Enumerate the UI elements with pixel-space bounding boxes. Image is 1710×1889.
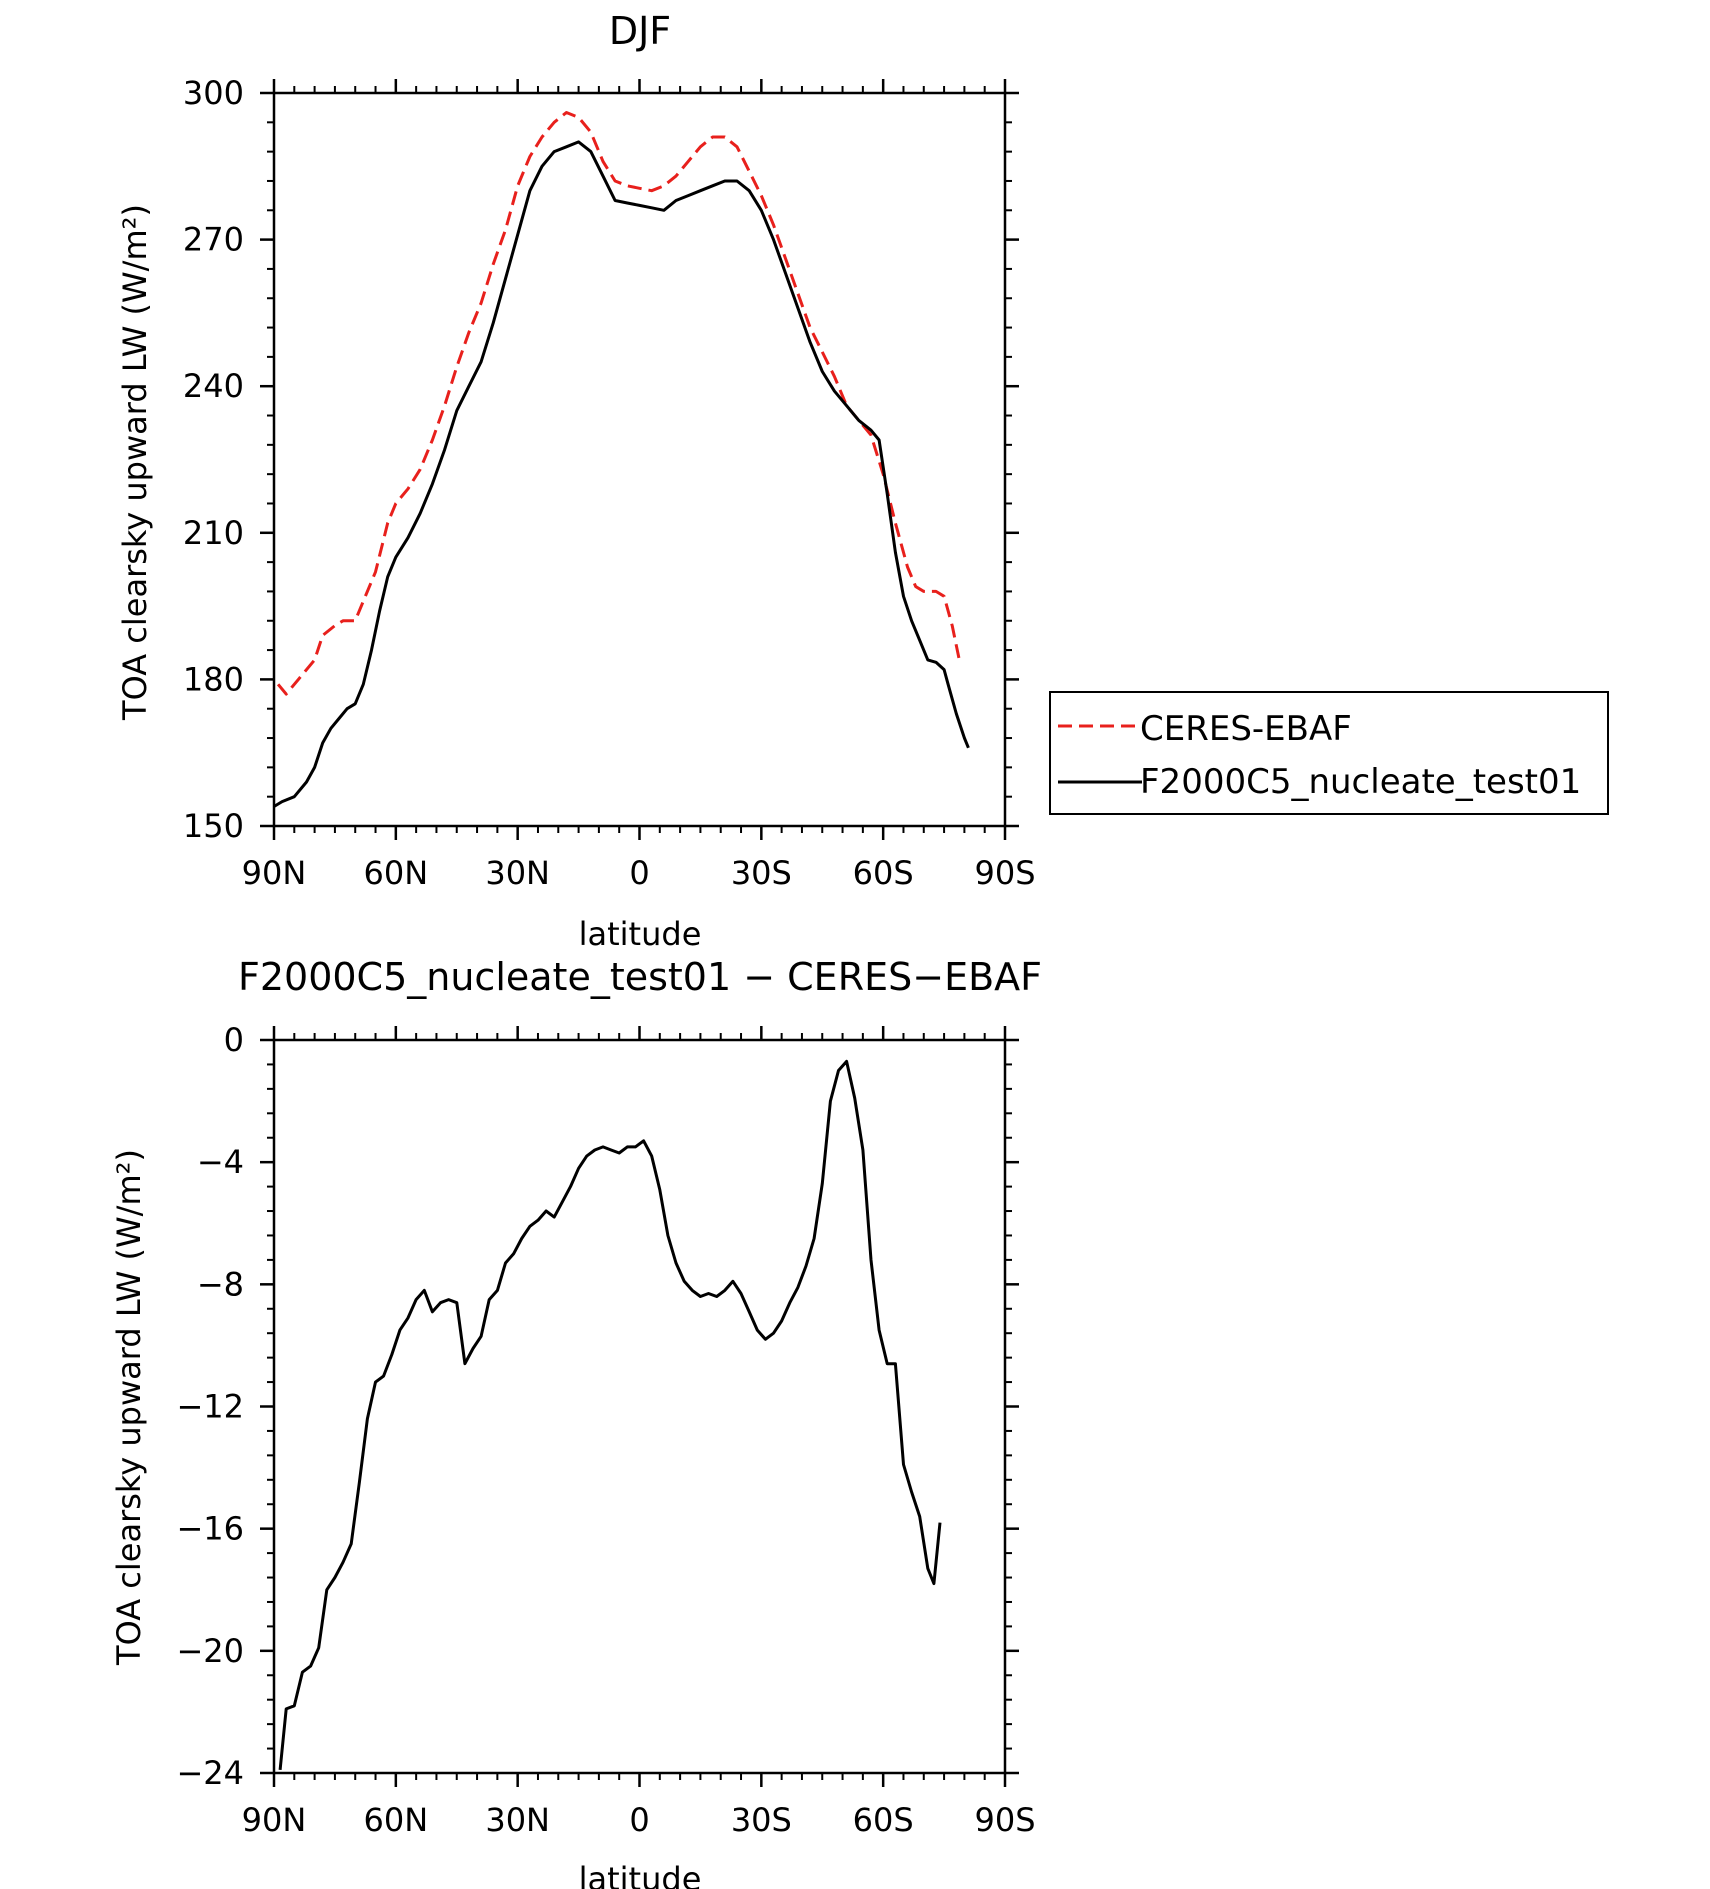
bottom-tick-layer: 90N 60N 30N 0 30S 60S 90S −24 −20 −16 −12 −8 −4 0 (176, 1021, 1035, 1839)
top-y-tick-label: 150 (183, 807, 244, 845)
top-x-tick-label: 0 (629, 854, 649, 892)
top-x-tick-label: 30S (731, 854, 792, 892)
legend: CERES-EBAF F2000C5_nucleate_test01 (1049, 691, 1609, 815)
bottom-plot-frame (272, 1038, 1007, 1775)
top-plot-frame (272, 91, 1007, 828)
top-y-tick-label: 240 (183, 367, 244, 405)
top-y-tick-label: 300 (183, 74, 244, 112)
bottom-x-tick-label: 60N (364, 1801, 429, 1839)
bottom-x-tick-label: 90S (974, 1801, 1035, 1839)
bottom-y-tick-label: −16 (176, 1510, 244, 1548)
bottom-panel: F2000C5_nucleate_test01 − CERES−EBAF 90N… (110, 955, 1042, 1889)
top-x-tick-label: 30N (485, 854, 550, 892)
bottom-x-tick-label: 90N (242, 1801, 307, 1839)
top-y-tick-label: 180 (183, 660, 244, 698)
top-x-tick-label: 90S (974, 854, 1035, 892)
bottom-series-line-difference (278, 1059, 942, 1771)
bottom-y-tick-label: −4 (197, 1143, 244, 1181)
legend-label-model: F2000C5_nucleate_test01 (1140, 762, 1581, 802)
top-title: DJF (609, 9, 671, 53)
top-series-line-f2000c5-nucleate-test01 (273, 140, 970, 808)
top-series-layer (273, 111, 970, 808)
bottom-x-tick-label: 30N (485, 1801, 550, 1839)
top-y-axis-label: TOA clearsky upward LW (W/m²) (116, 204, 154, 721)
top-x-tick-label: 90N (242, 854, 307, 892)
bottom-x-axis-label: latitude (579, 1860, 702, 1889)
bottom-title: F2000C5_nucleate_test01 − CERES−EBAF (238, 955, 1042, 999)
bottom-y-tick-label: 0 (224, 1021, 244, 1059)
top-x-axis-label: latitude (579, 915, 702, 953)
legend-label-ceres: CERES-EBAF (1140, 709, 1352, 749)
bottom-y-axis-label: TOA clearsky upward LW (W/m²) (110, 1149, 148, 1666)
top-series-line-ceres-ebaf (276, 111, 962, 696)
top-x-tick-label: 60S (853, 854, 914, 892)
bottom-x-tick-label: 30S (731, 1801, 792, 1839)
top-y-tick-label: 270 (183, 221, 244, 259)
bottom-x-tick-label: 0 (629, 1801, 649, 1839)
bottom-y-tick-label: −12 (176, 1388, 244, 1426)
bottom-y-tick-label: −20 (176, 1632, 244, 1670)
legend-box (1049, 691, 1609, 815)
bottom-y-tick-label: −8 (197, 1265, 244, 1303)
bottom-x-tick-label: 60S (853, 1801, 914, 1839)
bottom-series-layer (278, 1059, 942, 1771)
top-panel: DJF 90N 60N 30N 0 30S 60S 90S 150 180 210 240 270 30… (116, 9, 1609, 953)
top-y-tick-label: 210 (183, 514, 244, 552)
top-tick-layer: 90N 60N 30N 0 30S 60S 90S 150 180 210 240 270 300 (183, 74, 1036, 892)
bottom-y-tick-label: −24 (176, 1754, 244, 1792)
top-x-tick-label: 60N (364, 854, 429, 892)
